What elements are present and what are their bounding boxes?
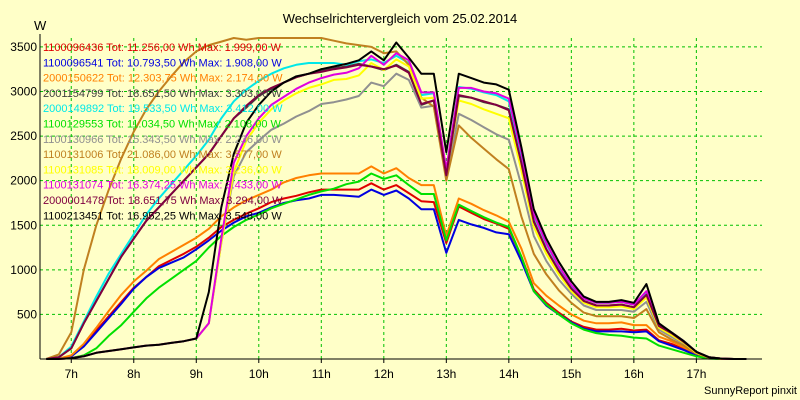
legend-entry-9: 1100131085 Tot: 18.009,00 Wh Max: 3.236,… <box>43 164 282 176</box>
credit-text: SunnyReport pinxit <box>704 385 797 397</box>
y-tick-label: 2500 <box>10 129 37 143</box>
x-tick-label: 17h <box>686 367 706 381</box>
legend-entry-1: 1100096436 Tot: 11.256,00 Wh Max: 1.999,… <box>43 42 282 54</box>
series-line-3 <box>46 165 747 360</box>
legend-entry-6: 1100129553 Tot: 11.034,50 Wh Max: 2.108,… <box>43 119 282 131</box>
x-tick-label: 8h <box>127 367 140 381</box>
legend-entry-12: 1100213451 Tot: 16.952,25 Wh Max: 3.548,… <box>43 210 282 222</box>
x-tick-label: 12h <box>374 367 394 381</box>
grid <box>40 38 762 359</box>
axes: 500 1000 1500 2000 2500 3000 3500 7h 8h 9h 10h 11h 1… <box>10 34 762 381</box>
y-tick-label: 2000 <box>10 174 37 188</box>
legend-entry-7: 1100130966 Tot: 15.343,50 Wh Max: 2.236,… <box>43 134 282 146</box>
series-line-1 <box>46 182 747 360</box>
chart-title: Wechselrichtervergleich vom 25.02.2014 <box>283 11 518 26</box>
legend-entry-5: 2000149892 Tot: 19.533,50 Wh Max: 3.412,… <box>43 103 283 115</box>
legend-entry-8: 1100131006 Tot: 21.086,00 Wh Max: 3.577,… <box>43 149 282 161</box>
x-tick-label: 13h <box>436 367 456 381</box>
legend-entry-10: 1100131074 Tot: 16.374,25 Wh Max: 3.433,… <box>43 180 282 192</box>
legend-entry-3: 2000150622 Tot: 12.303,75 Wh Max: 2.174,… <box>43 73 283 85</box>
series-line-2 <box>46 188 747 360</box>
y-tick-label: 3500 <box>10 40 37 54</box>
series-line-6 <box>46 172 747 360</box>
y-tick-label: 1500 <box>10 218 37 232</box>
x-tick-label: 11h <box>312 367 331 381</box>
x-tick-label: 16h <box>624 367 644 381</box>
y-tick-label: 1000 <box>10 263 37 277</box>
legend-entry-11: 2000001478 Tot: 18.651,75 Wh Max: 3.294,… <box>43 195 283 207</box>
x-tick-label: 15h <box>561 367 581 381</box>
legend: 1100096436 Tot: 11.256,00 Wh Max: 1.999,… <box>43 42 283 222</box>
y-tick-label: 3000 <box>10 85 37 99</box>
y-tick-label: 500 <box>17 307 37 321</box>
series-line-11 <box>46 63 747 360</box>
x-tick-label: 14h <box>499 367 519 381</box>
series-line-12 <box>46 41 747 360</box>
legend-entry-4: 2001154799 Tot: 18.651,50 Wh Max: 3.303,… <box>43 88 282 100</box>
y-axis-unit: W <box>34 18 47 33</box>
series-lines <box>45 37 747 360</box>
x-tick-label: 9h <box>190 367 203 381</box>
series-line-8 <box>45 37 747 360</box>
x-tick-label: 7h <box>65 367 78 381</box>
legend-entry-2: 1100096541 Tot: 10.793,50 Wh Max: 1.908,… <box>43 57 282 69</box>
x-tick-label: 10h <box>249 367 269 381</box>
